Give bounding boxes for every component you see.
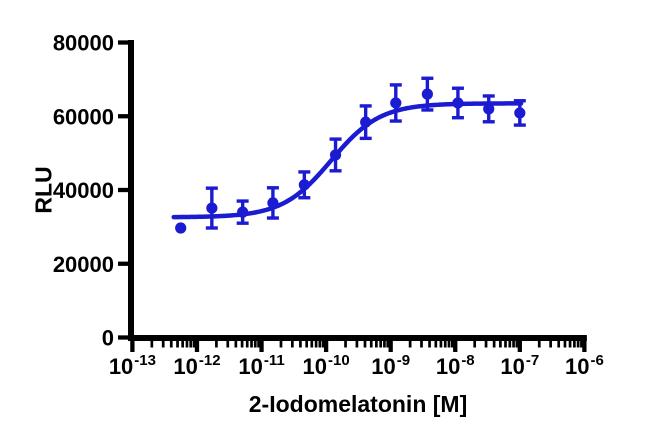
x-tick-label: 10-11 xyxy=(238,352,284,379)
data-point-marker xyxy=(237,206,249,218)
x-tick-label: 10-6 xyxy=(565,352,604,379)
x-tick-label: 10-9 xyxy=(371,352,410,379)
data-point-marker xyxy=(360,116,372,128)
x-tick-label: 10-7 xyxy=(500,352,539,379)
y-tick-label: 20000 xyxy=(53,252,114,277)
x-tick-label: 10-13 xyxy=(109,352,156,379)
data-point-marker xyxy=(206,202,218,214)
data-point-marker xyxy=(483,103,495,115)
y-tick-label: 0 xyxy=(102,326,114,351)
data-point-marker xyxy=(421,88,433,100)
x-tick-label: 10-8 xyxy=(436,352,475,379)
fit-curve xyxy=(171,101,524,220)
data-point-marker xyxy=(452,97,464,109)
y-tick-label: 80000 xyxy=(53,31,114,56)
x-tick-label: 10-12 xyxy=(173,352,220,379)
y-tick-label: 40000 xyxy=(53,178,114,203)
y-tick-label: 60000 xyxy=(53,104,114,129)
x-axis-title: 2-Iodomelatonin [M] xyxy=(248,391,468,417)
data-point-marker xyxy=(267,197,279,209)
data-point-marker xyxy=(298,179,310,191)
x-tick-label: 10-10 xyxy=(303,352,350,379)
data-point-marker xyxy=(514,107,526,119)
data-point-marker xyxy=(329,149,342,161)
data-point-marker xyxy=(175,222,187,234)
data-point-marker xyxy=(390,97,402,109)
y-axis-title: RLU xyxy=(30,166,57,214)
